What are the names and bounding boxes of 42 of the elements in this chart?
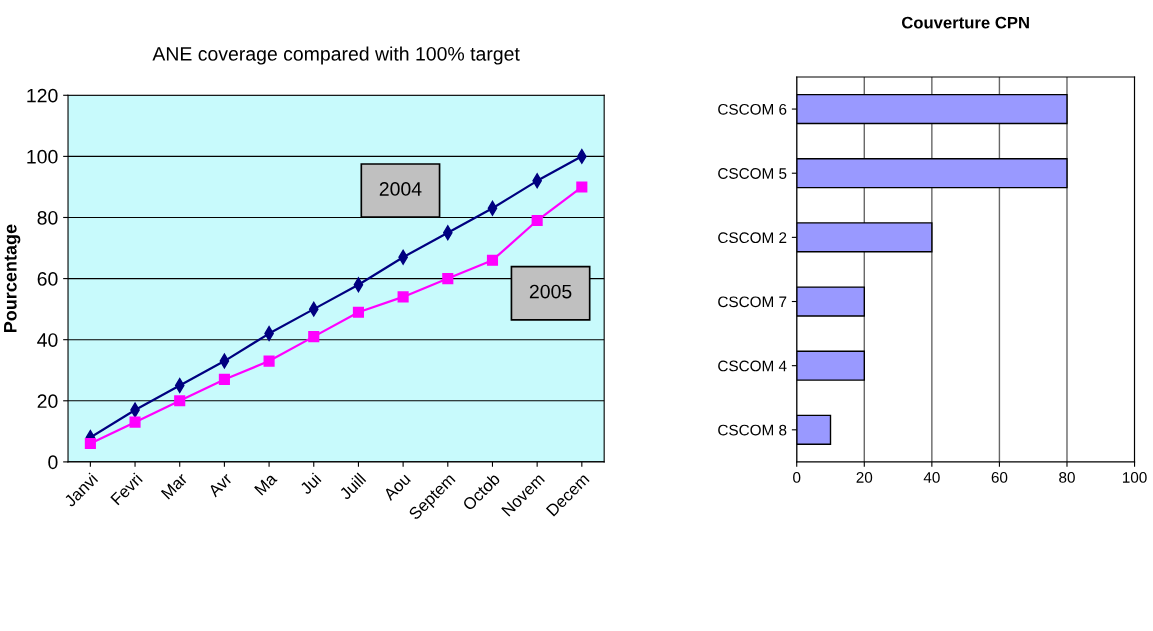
- text: 2004: [379, 182, 422, 196]
- y-tick-label: CSCOM 5: [718, 168, 787, 179]
- point: [218, 373, 230, 385]
- y-tick-label: 60: [37, 272, 58, 286]
- x-tick-label: Avr: [207, 472, 233, 498]
- y-tick-label: CSCOM 7: [718, 296, 787, 308]
- point: [174, 395, 186, 407]
- y-tick-label: 20: [37, 394, 58, 409]
- point: [263, 355, 275, 367]
- y-tick-label: CSCOM 6: [718, 103, 787, 115]
- y-tick-label: 120: [27, 88, 58, 103]
- point: [442, 273, 454, 285]
- point: [129, 416, 141, 428]
- chart-title: ANE coverage compared with 100% target: [152, 46, 520, 65]
- point: [576, 181, 588, 193]
- series-label: 2005: [529, 284, 572, 299]
- x-tick-label: 40: [923, 472, 940, 483]
- point: [486, 254, 499, 266]
- y-tick-label: 40: [37, 333, 58, 347]
- point: [531, 214, 543, 227]
- y-tick-label: 100: [27, 149, 58, 164]
- x-tick-label: Jui: [298, 472, 322, 496]
- x-tick-label: 80: [1059, 472, 1075, 483]
- y-axis-title: Pourcentage: [4, 224, 21, 333]
- x-tick-label: Ma: [254, 472, 278, 496]
- y-tick-label: CSCOM 8: [718, 424, 787, 436]
- y-tick-label: CSCOM 2: [718, 232, 787, 244]
- x-tick-label: 0: [793, 472, 801, 483]
- point: [308, 331, 320, 343]
- x-tick-label: 20: [856, 472, 873, 483]
- point: [84, 438, 96, 450]
- x-tick-label: Aou: [382, 472, 411, 502]
- point: [352, 306, 364, 318]
- y-tick-label: 0: [48, 455, 58, 470]
- x-tick-label: Mar: [160, 472, 189, 500]
- y-tick-label: CSCOM 4: [718, 360, 787, 372]
- x-tick-label: 100: [1122, 472, 1147, 483]
- point: [397, 291, 409, 303]
- y-tick-label: 80: [37, 210, 58, 225]
- x-tick-label: Juill: [338, 472, 367, 501]
- x-tick-label: 60: [991, 472, 1008, 483]
- chart-title: Couverture CPN: [901, 16, 1029, 29]
